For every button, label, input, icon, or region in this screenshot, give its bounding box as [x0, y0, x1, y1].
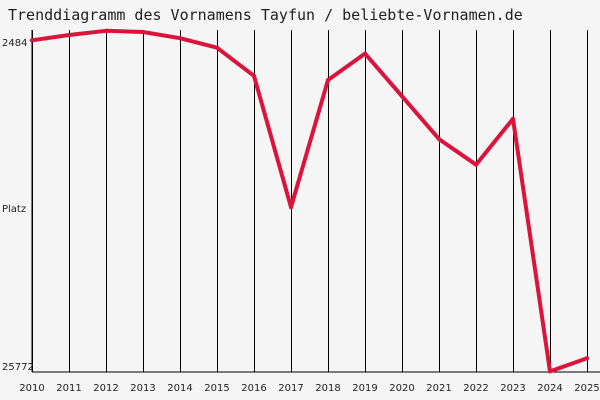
data-point-2016: [252, 73, 256, 78]
data-point-2025: [585, 356, 589, 361]
x-tick-label-2016: 2016: [241, 383, 266, 394]
x-tick-label-2011: 2011: [56, 383, 81, 394]
x-tick-label-2025: 2025: [574, 383, 599, 394]
y-axis-label: Platz: [2, 204, 26, 215]
data-point-2015: [215, 45, 219, 50]
data-point-2011: [67, 33, 71, 37]
data-point-2017: [289, 205, 293, 210]
x-tick-label-2024: 2024: [537, 383, 562, 394]
data-point-2012: [104, 28, 108, 33]
x-tick-label-2014: 2014: [167, 383, 192, 394]
x-tick-label-2023: 2023: [500, 383, 525, 394]
data-point-2010: [30, 38, 34, 43]
data-point-2020: [400, 94, 404, 99]
data-point-2014: [178, 36, 182, 41]
x-tick-label-2018: 2018: [315, 383, 340, 394]
x-tick-label-2019: 2019: [352, 383, 377, 394]
x-tick-label-2022: 2022: [463, 383, 488, 394]
data-point-2023: [511, 116, 515, 121]
x-tick-label-2020: 2020: [389, 383, 414, 394]
x-tick-label-2015: 2015: [204, 383, 229, 394]
y-tick-label-bottom: 25772: [2, 362, 34, 373]
series-line: [30, 28, 589, 374]
x-tick-label-2017: 2017: [278, 383, 303, 394]
data-point-2019: [363, 51, 367, 56]
data-point-2021: [437, 137, 441, 142]
y-tick-label-top: 2484: [2, 38, 27, 49]
data-point-2018: [326, 78, 330, 82]
x-tick-label-2010: 2010: [19, 383, 44, 394]
x-tick-label-2021: 2021: [426, 383, 451, 394]
data-point-2022: [474, 162, 478, 167]
data-point-2024: [548, 369, 552, 374]
chart-title: Trenddiagramm des Vornamens Tayfun / bel…: [8, 6, 523, 24]
x-tick-label-2012: 2012: [93, 383, 118, 394]
data-point-2013: [141, 30, 145, 34]
x-tick-label-2013: 2013: [130, 383, 155, 394]
